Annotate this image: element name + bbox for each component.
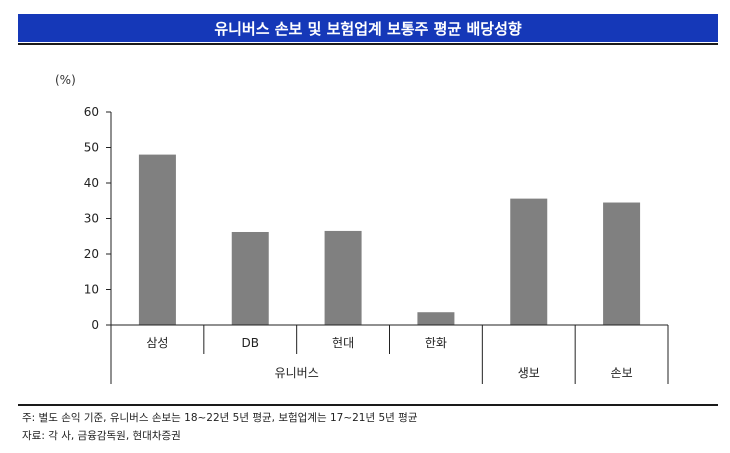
x-tick-label: 손보 (611, 366, 633, 380)
y-tick-label: 10 (84, 283, 99, 297)
y-tick-label: 0 (91, 318, 99, 332)
x-tick-label: 한화 (425, 336, 447, 350)
chart-source: 자료: 각 사, 금융감독원, 현대차증권 (22, 430, 181, 442)
x-tick-label: 삼성 (146, 336, 168, 350)
y-tick-label: 60 (84, 105, 99, 119)
bar-6 (603, 202, 641, 325)
bar-5 (510, 198, 548, 325)
title-divider (18, 43, 718, 45)
group-label: 유니버스 (275, 366, 319, 380)
bar-3 (324, 230, 362, 325)
chart-note: 주: 별도 손익 기준, 유니버스 손보는 18~22년 5년 평균, 보험업계… (22, 412, 418, 424)
y-tick-label: 40 (84, 176, 99, 190)
chart-title: 유니버스 손보 및 보험업계 보통주 평균 배당성향 (18, 14, 718, 42)
bar-4 (417, 312, 455, 325)
y-tick-label: 30 (84, 212, 99, 226)
y-tick-label: 50 (84, 141, 99, 155)
x-tick-label: DB (242, 336, 259, 350)
footer-divider (18, 404, 718, 406)
y-axis: 0 10 20 30 40 50 60 (84, 105, 112, 332)
y-tick-label: 20 (84, 247, 99, 261)
x-tick-label: 현대 (332, 336, 354, 350)
bar-1 (138, 154, 176, 325)
bar-2 (231, 231, 269, 325)
bars (138, 154, 641, 325)
unit-label: (%) (55, 73, 76, 87)
x-tick-label: 생보 (518, 366, 540, 380)
